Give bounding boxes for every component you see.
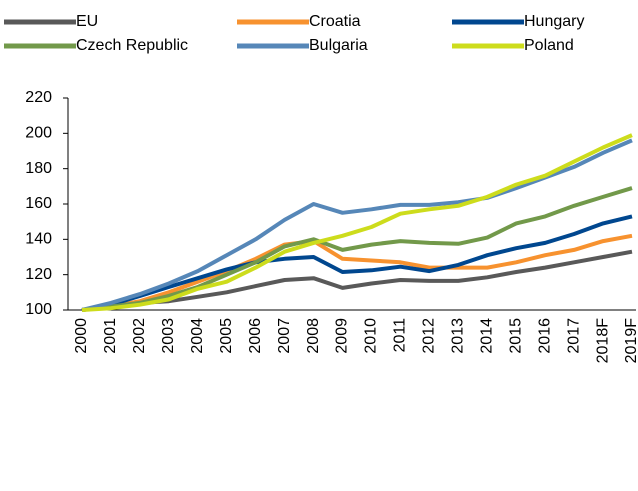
x-tick-label: 2015 bbox=[507, 318, 524, 354]
y-tick-label: 120 bbox=[25, 266, 52, 283]
x-tick-label: 2019F bbox=[623, 318, 638, 364]
x-tick-label: 2018F bbox=[594, 318, 611, 364]
y-tick-label: 140 bbox=[25, 231, 52, 248]
y-tick-label: 220 bbox=[25, 89, 52, 106]
legend-label: Bulgaria bbox=[309, 37, 368, 54]
x-tick-label: 2005 bbox=[218, 318, 235, 354]
legend-label: Hungary bbox=[524, 13, 584, 30]
y-tick-label: 180 bbox=[25, 160, 52, 177]
x-tick-label: 2002 bbox=[131, 318, 148, 354]
x-tick-label: 2013 bbox=[450, 318, 467, 354]
y-tick-label: 100 bbox=[25, 301, 52, 318]
x-tick-label: 2001 bbox=[102, 318, 119, 354]
x-tick-label: 2006 bbox=[247, 318, 264, 354]
x-tick-label: 2011 bbox=[392, 318, 409, 353]
series-line bbox=[81, 133, 633, 312]
x-tick-label: 2014 bbox=[478, 318, 495, 354]
y-tick-label: 200 bbox=[25, 125, 52, 142]
y-tick-label: 160 bbox=[25, 195, 52, 212]
series-line bbox=[81, 249, 633, 312]
x-tick-label: 2000 bbox=[73, 318, 90, 354]
legend-label: Poland bbox=[524, 37, 574, 54]
x-tick-label: 2007 bbox=[276, 318, 293, 354]
x-tick-label: 2009 bbox=[334, 318, 351, 354]
x-tick-label: 2016 bbox=[536, 318, 553, 354]
series-line bbox=[81, 214, 633, 312]
x-tick-label: 2004 bbox=[189, 318, 206, 354]
x-tick-label: 2012 bbox=[421, 318, 438, 354]
series-line bbox=[81, 233, 633, 312]
legend-label: Croatia bbox=[309, 13, 361, 30]
x-tick-label: 2003 bbox=[160, 318, 177, 354]
x-tick-label: 2017 bbox=[565, 318, 582, 354]
legend-label: EU bbox=[76, 13, 98, 30]
series-line bbox=[81, 186, 633, 312]
legend-label: Czech Republic bbox=[76, 37, 188, 54]
x-tick-label: 2008 bbox=[305, 318, 322, 354]
x-tick-label: 2010 bbox=[363, 318, 380, 354]
